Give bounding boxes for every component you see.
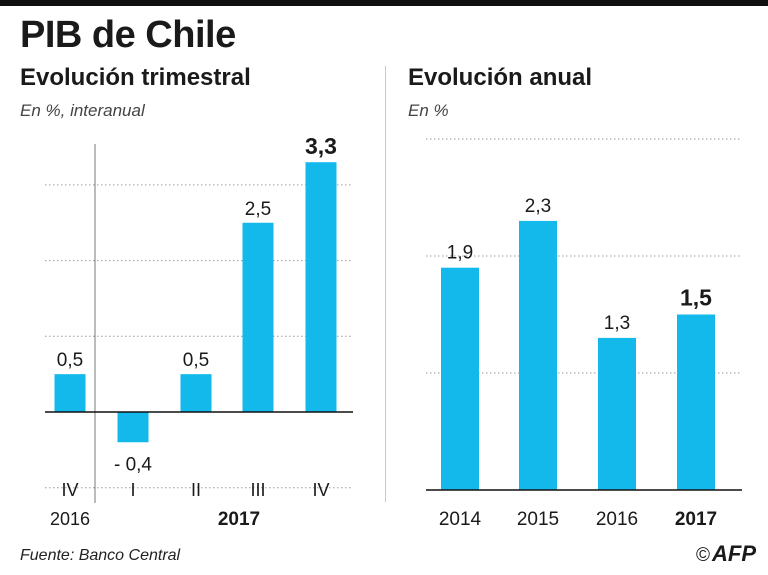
page-title: PIB de Chile [20,14,236,56]
data-label-q4: 3,3 [305,133,337,159]
data-label-q2: 0,5 [183,350,209,371]
tick-label-q1: I [130,480,135,500]
data-label-a3: 1,5 [680,285,712,311]
bar-a2 [598,337,636,490]
bar-a1 [519,220,557,490]
tick-label-a1: 2015 [517,509,559,530]
tick-label-a0: 2014 [439,509,482,530]
bar-q3 [242,222,274,412]
copyright-symbol: © [696,545,710,566]
bar-a3 [677,314,715,490]
data-label-q1: - 0,4 [114,454,152,475]
quarterly-bar-chart: 0,5 IV - 0,4 I 0,5 II 2,5 III 3,3 IV 2016 2017 [45,133,353,530]
panel-divider [385,66,386,502]
afp-credit: ©AFP [696,541,756,567]
data-label-a1: 2,3 [525,196,551,217]
year-label-2016: 2016 [50,509,90,529]
annual-bar-chart: 1,9 2014 2,3 2015 1,3 2016 1,5 2017 [426,138,742,530]
bar-q4 [305,162,337,412]
bar-q0 [54,374,86,412]
tick-label-q2: II [191,480,201,500]
quarterly-chart-unit: En %, interanual [20,101,145,120]
source-note: Fuente: Banco Central [20,547,181,564]
tick-label-a2: 2016 [596,509,638,530]
data-label-q3: 2,5 [245,199,271,220]
data-label-q0: 0,5 [57,350,83,371]
tick-label-q4: IV [312,480,329,500]
data-label-a0: 1,9 [447,243,473,264]
bar-q2 [180,374,212,412]
bar-a0 [441,267,479,490]
tick-label-a3: 2017 [675,509,717,530]
tick-label-q3: III [250,480,265,500]
bar-q1 [117,412,149,443]
annual-chart-unit: En % [408,101,449,120]
data-label-a2: 1,3 [604,313,630,334]
quarterly-chart-title: Evolución trimestral [20,64,251,91]
afp-logo-text: AFP [712,541,756,566]
tick-label-q0: IV [61,480,78,500]
annual-chart-title: Evolución anual [408,64,593,91]
top-bar [0,0,768,6]
year-label-2017: 2017 [218,509,260,530]
